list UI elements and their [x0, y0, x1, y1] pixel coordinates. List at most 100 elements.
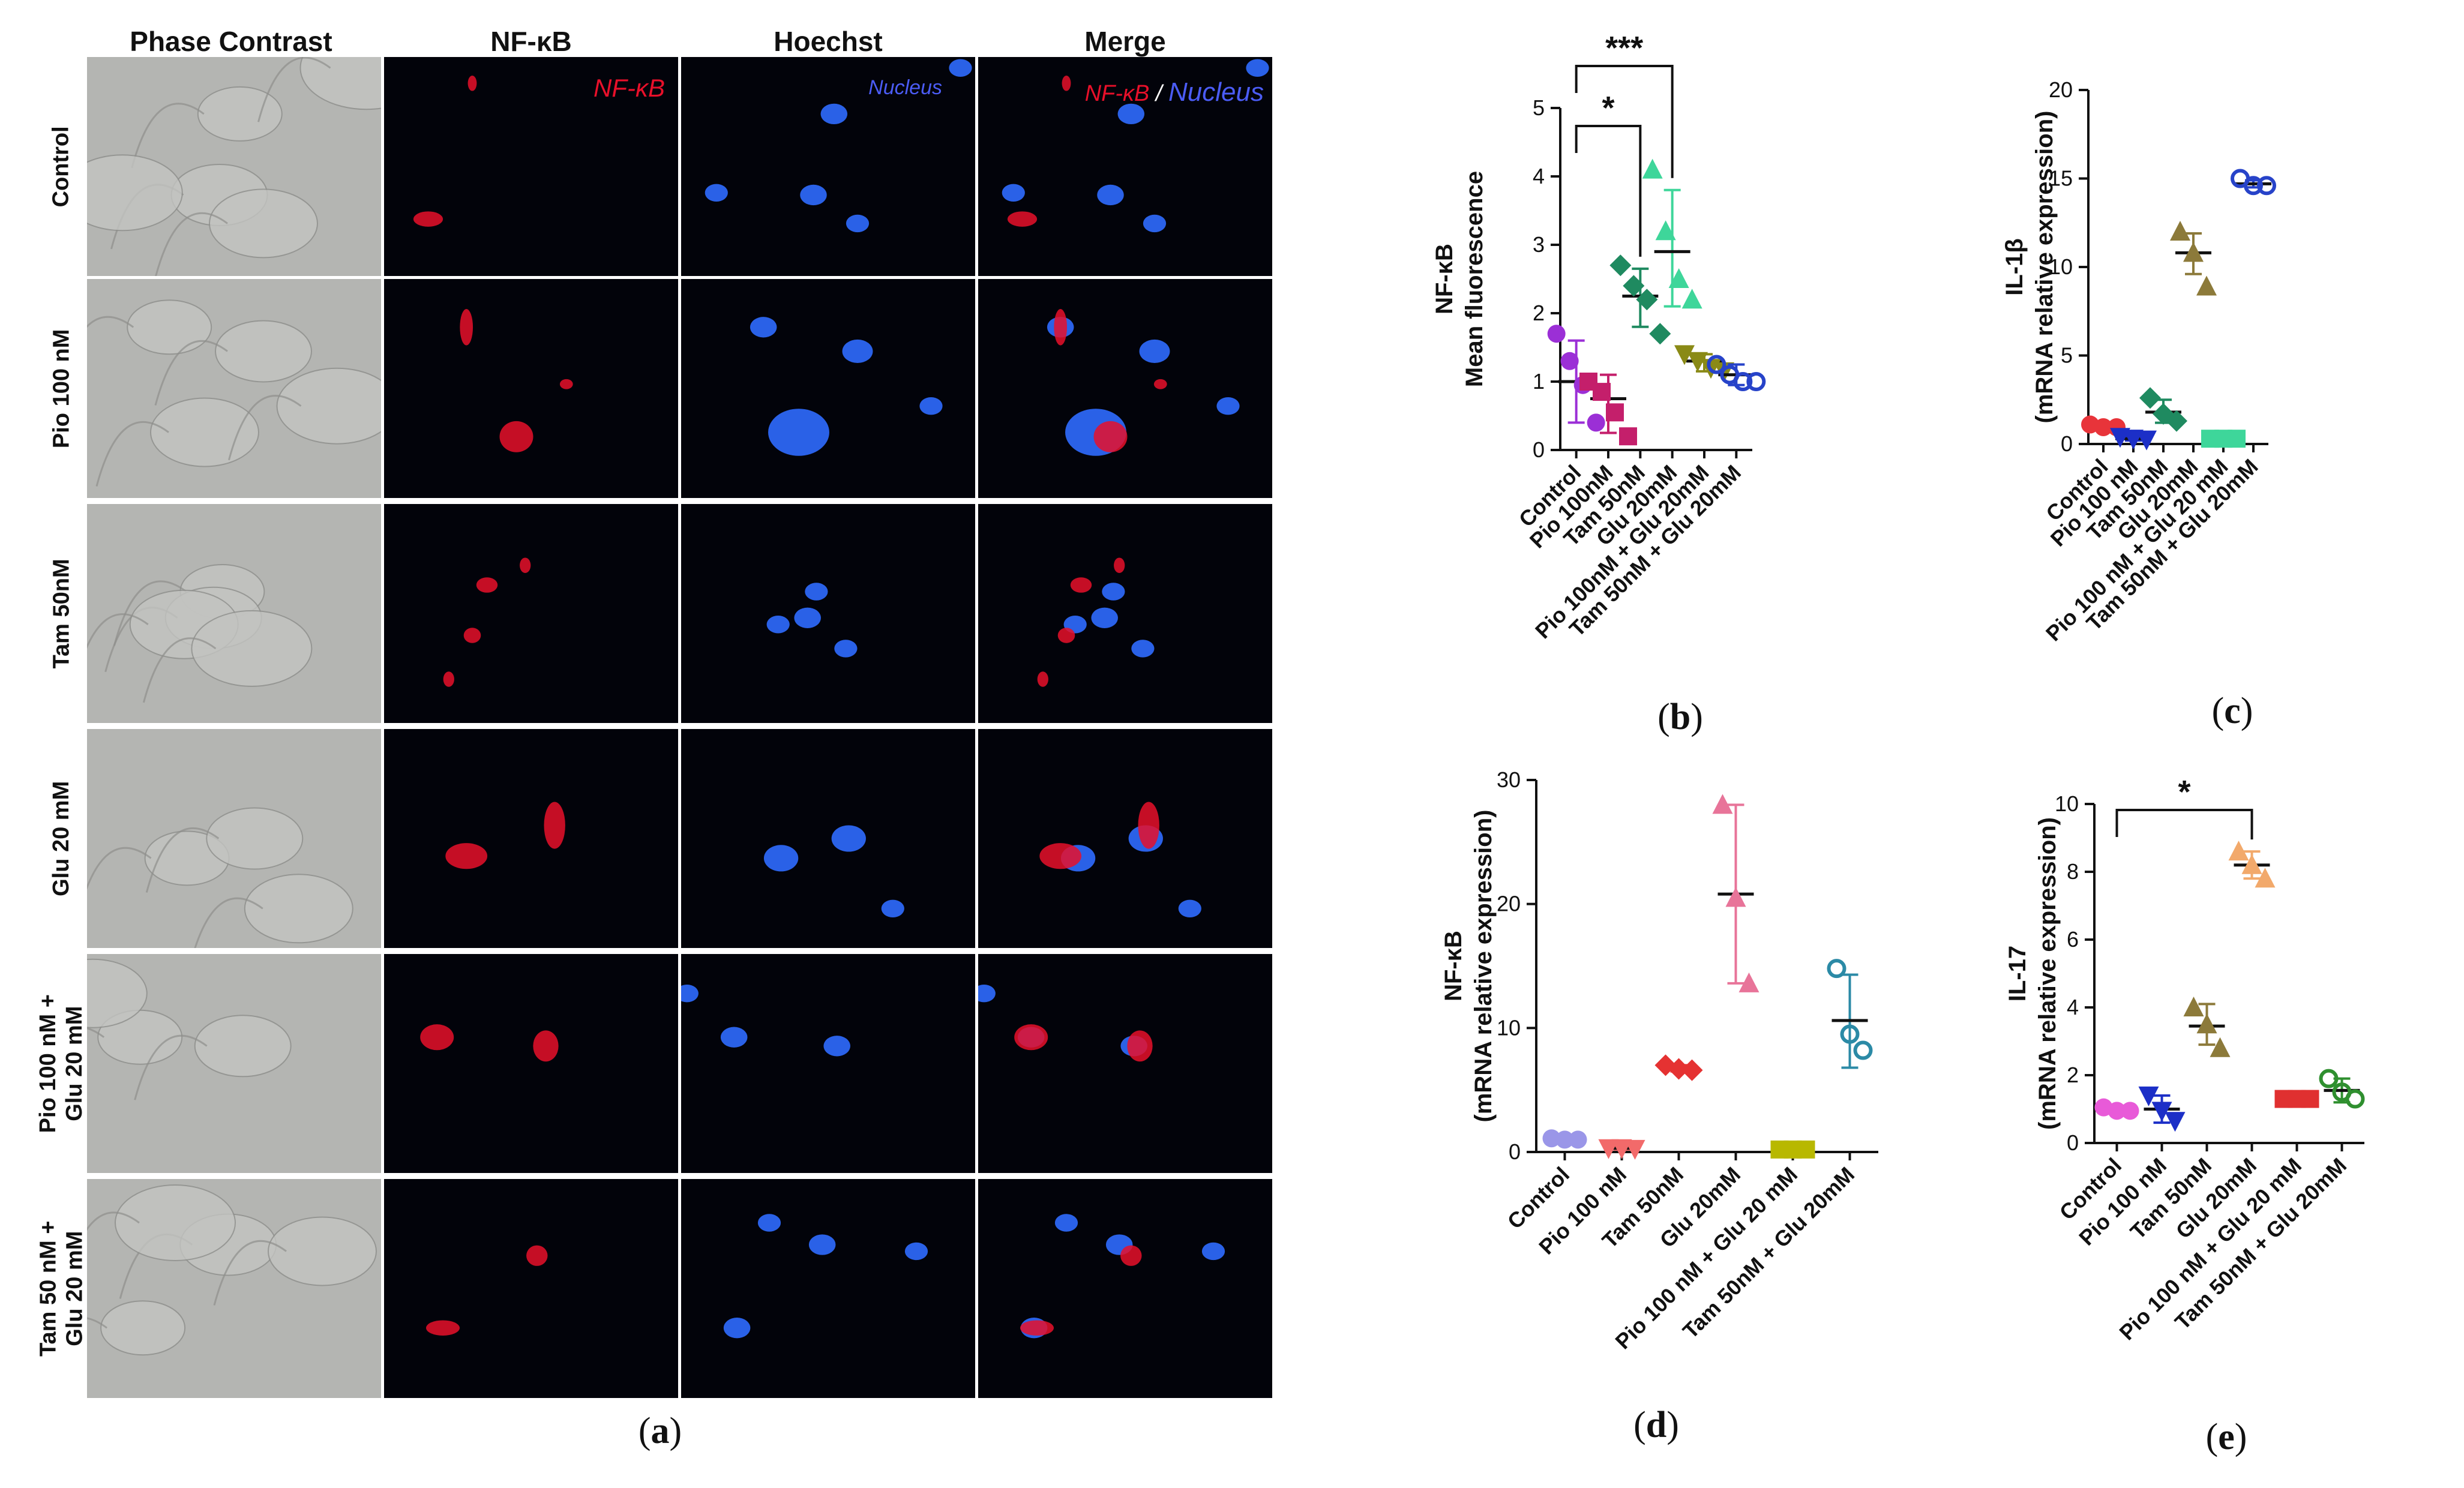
- y-axis-label: NF-κB: [1440, 931, 1467, 1001]
- y-axis-label: (mRNA relative expression): [2031, 111, 2058, 424]
- y-tick-label: 4: [2067, 995, 2079, 1019]
- data-point: [1655, 220, 1676, 241]
- data-point: [2183, 242, 2204, 262]
- data-point: [2151, 1102, 2172, 1122]
- data-point: [2319, 1069, 2339, 1088]
- data-point: [1840, 1024, 1860, 1044]
- image-tile-pio-glu-merge: [978, 954, 1272, 1173]
- data-point: [2210, 1037, 2231, 1057]
- image-tile-tam-hoechst: [681, 504, 975, 723]
- series-group-3: [1712, 794, 1759, 992]
- data-point: [1649, 323, 1671, 345]
- image-tile-control-merge: NF-κB / Nucleus: [978, 57, 1272, 276]
- image-tile-tam-merge: [978, 504, 1272, 723]
- data-point: [1681, 1059, 1703, 1081]
- series-group-1: [1598, 1139, 1645, 1160]
- image-tile-pio-nfkb: [384, 279, 678, 498]
- data-point: [2345, 1089, 2365, 1109]
- data-point: [1668, 268, 1689, 288]
- overlay-label-merge: NF-κB / Nucleus: [1085, 77, 1264, 107]
- series-group-2: [2183, 997, 2231, 1057]
- data-point: [2166, 410, 2187, 432]
- y-tick-label: 2: [2067, 1063, 2079, 1087]
- image-tile-control-nfkb: NF-κB: [384, 57, 678, 276]
- data-point: [1636, 289, 1658, 311]
- data-point: [1598, 1139, 1619, 1159]
- image-tile-glu-phase: [87, 729, 381, 948]
- y-axis-label: Mean fluorescence: [1461, 171, 1488, 387]
- data-point: [2136, 430, 2157, 451]
- caption-d: (d): [1633, 1405, 1679, 1445]
- significance-label: *: [2178, 774, 2190, 810]
- data-point: [2165, 1112, 2186, 1132]
- y-tick-label: 3: [1533, 232, 1545, 257]
- chart-c-il1b-expression: 0 5 10 15 20 IL-1β (mRNA relative expression) C…: [1962, 77, 2442, 669]
- data-point: [1827, 959, 1846, 979]
- image-tile-tam-phase: [87, 504, 381, 723]
- image-tile-tam-nfkb: [384, 504, 678, 723]
- chart-d-nfkb-expression: 0 10 20 30 NF-κB (mRNA relative expression) Co…: [1410, 767, 1950, 1383]
- data-point: [1547, 325, 1566, 343]
- y-tick-label: 0: [2061, 431, 2073, 456]
- overlay-merge-separator: /: [1149, 81, 1169, 106]
- data-point: [2108, 1102, 2126, 1120]
- image-tile-pio-merge: [978, 279, 1272, 498]
- data-point: [1674, 345, 1695, 365]
- series-group-3: [2228, 841, 2276, 888]
- image-tile-pio-glu-nfkb: [384, 954, 678, 1173]
- image-tile-tam-glu-nfkb: [384, 1179, 678, 1398]
- series-group-3: [2170, 221, 2217, 296]
- series-group-2: [1654, 1054, 1703, 1081]
- data-point: [1593, 383, 1611, 401]
- data-point: [2244, 176, 2263, 196]
- image-tile-pio-glu-hoechst: [681, 954, 975, 1173]
- data-point: [1712, 794, 1733, 814]
- data-point: [1853, 1040, 1873, 1060]
- overlay-label-nucleus: Nucleus: [868, 76, 942, 99]
- overlay-label-nfkb: NF-κB: [593, 74, 665, 102]
- y-tick-label: 8: [2067, 859, 2079, 884]
- significance-bracket: [1575, 125, 1642, 257]
- series-group-1: [2138, 1086, 2186, 1132]
- column-header-phase-contrast: Phase Contrast: [130, 26, 332, 57]
- significance-bracket: [2115, 809, 2253, 840]
- series-group-5: [1827, 959, 1873, 1069]
- data-point: [2301, 1090, 2319, 1108]
- data-point: [1707, 355, 1726, 374]
- y-tick-label: 1: [1533, 369, 1545, 394]
- y-tick-label: 4: [1533, 164, 1545, 188]
- image-tile-glu-nfkb: [384, 729, 678, 948]
- image-tile-tam-glu-hoechst: [681, 1179, 975, 1398]
- y-tick-label: 15: [2049, 166, 2073, 191]
- data-point: [1733, 372, 1753, 391]
- series-group-4: [1770, 1140, 1815, 1159]
- data-point: [2139, 387, 2161, 409]
- y-axis-label: (mRNA relative expression): [2034, 817, 2061, 1130]
- data-point: [2228, 841, 2249, 861]
- series-group-0: [1542, 1129, 1587, 1149]
- significance-bracket: [1575, 65, 1674, 178]
- data-point: [1624, 1139, 1645, 1160]
- y-tick-label: 6: [2067, 927, 2079, 952]
- y-tick-label: 0: [1509, 1139, 1521, 1164]
- data-point: [2196, 1013, 2217, 1034]
- significance-label: *: [1602, 90, 1614, 126]
- y-tick-label: 20: [2049, 77, 2073, 102]
- series-group-1: [1579, 373, 1637, 446]
- data-point: [1681, 289, 1702, 309]
- series-group-4: [2201, 430, 2246, 448]
- data-point: [1555, 1130, 1574, 1149]
- data-point: [1642, 158, 1663, 179]
- series-group-0: [2094, 1098, 2139, 1120]
- data-point: [1687, 352, 1708, 372]
- data-point: [1668, 1058, 1690, 1080]
- y-tick-label: 30: [1497, 767, 1521, 792]
- chart-b-nfkb-mean-fluorescence: 0 1 2 3 4 5 NF-κB Mean fluorescence Control Pio 1…: [1380, 30, 1908, 669]
- data-point: [1619, 427, 1637, 446]
- series-group-1: [2110, 428, 2157, 451]
- y-axis-label: NF-κB: [1431, 244, 1458, 314]
- y-tick-label: 5: [1533, 95, 1545, 120]
